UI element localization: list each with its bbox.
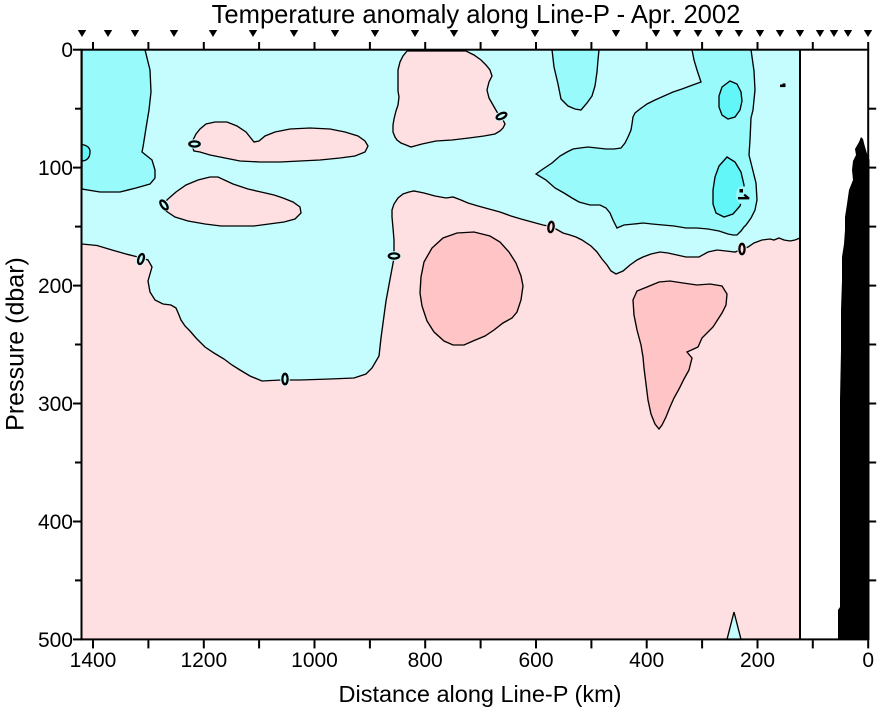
- svg-text:600: 600: [518, 649, 553, 672]
- svg-text:Temperature anomaly along Line: Temperature anomaly along Line-P - Apr. …: [212, 1, 741, 29]
- svg-text:1000: 1000: [291, 649, 338, 672]
- svg-text:200: 200: [740, 649, 775, 672]
- svg-text:500: 500: [38, 629, 73, 652]
- svg-text:400: 400: [38, 511, 73, 534]
- svg-text:200: 200: [38, 275, 73, 298]
- svg-text:0: 0: [61, 39, 73, 62]
- svg-text:100: 100: [38, 157, 73, 180]
- svg-text:400: 400: [629, 649, 664, 672]
- svg-text:Pressure (dbar): Pressure (dbar): [2, 257, 30, 431]
- svg-text:300: 300: [38, 393, 73, 416]
- svg-text:800: 800: [408, 649, 443, 672]
- svg-text:Distance along Line-P (km): Distance along Line-P (km): [339, 681, 622, 707]
- svg-text:0: 0: [862, 649, 874, 672]
- svg-text:1200: 1200: [180, 649, 227, 672]
- svg-text:1400: 1400: [70, 649, 117, 672]
